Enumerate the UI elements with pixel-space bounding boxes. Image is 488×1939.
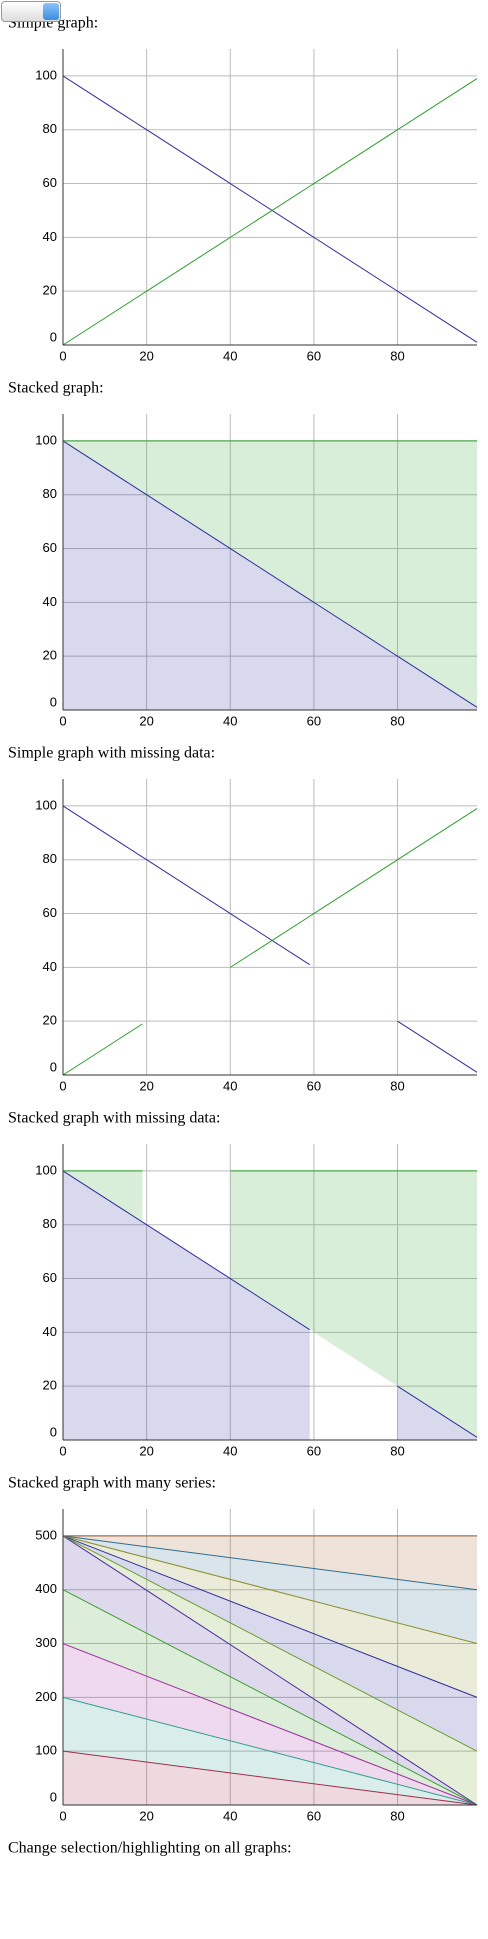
x-tick-label: 20 — [139, 1078, 153, 1093]
line — [62, 805, 478, 1073]
y-tick-label: 0 — [50, 694, 57, 709]
y-tick-label: 100 — [35, 1162, 57, 1177]
area — [63, 1170, 477, 1440]
y-tick-label: 200 — [35, 1689, 57, 1704]
line — [62, 440, 478, 708]
y-tick-label: 100 — [35, 1743, 57, 1758]
y-tick-label: 80 — [43, 121, 57, 136]
chart-title: Stacked graph with many series: — [8, 1475, 216, 1492]
y-tick-label: 20 — [43, 283, 57, 298]
y-tick-label: 0 — [50, 1424, 57, 1439]
y-tick-label: 80 — [43, 1216, 57, 1231]
line — [62, 78, 478, 346]
line — [62, 1535, 478, 1752]
y-tick-label: 0 — [50, 1059, 57, 1074]
line — [62, 1589, 478, 1806]
y-tick-label: 400 — [35, 1581, 57, 1596]
x-tick-label: 60 — [307, 1808, 321, 1823]
x-tick-label: 0 — [59, 1808, 66, 1823]
dropdown-arrow[interactable] — [43, 3, 59, 20]
x-tick-label: 80 — [390, 1078, 404, 1093]
y-tick-label: 60 — [43, 175, 57, 190]
y-tick-label: 60 — [43, 905, 57, 920]
area — [63, 1170, 477, 1438]
line — [62, 75, 478, 343]
y-tick-label: 40 — [43, 594, 57, 609]
x-tick-label: 60 — [307, 348, 321, 363]
x-tick-label: 20 — [139, 1443, 153, 1458]
x-tick-label: 80 — [390, 713, 404, 728]
y-tick-label: 20 — [43, 1378, 57, 1393]
x-tick-label: 60 — [307, 713, 321, 728]
y-tick-label: 100 — [35, 797, 57, 812]
x-tick-label: 40 — [223, 1443, 237, 1458]
x-tick-label: 60 — [307, 1078, 321, 1093]
y-tick-label: 40 — [43, 1324, 57, 1339]
y-tick-label: 100 — [35, 67, 57, 82]
x-tick-label: 20 — [139, 713, 153, 728]
x-tick-label: 0 — [59, 1443, 66, 1458]
y-tick-label: 20 — [43, 1013, 57, 1028]
line — [62, 1535, 478, 1645]
y-tick-label: 40 — [43, 229, 57, 244]
y-tick-label: 60 — [43, 540, 57, 555]
line — [62, 1170, 478, 1438]
y-tick-label: 40 — [43, 959, 57, 974]
y-tick-label: 20 — [43, 648, 57, 663]
line — [62, 1535, 478, 1698]
x-tick-label: 0 — [59, 348, 66, 363]
y-tick-label: 300 — [35, 1635, 57, 1650]
line — [62, 1750, 478, 1806]
line — [62, 1696, 478, 1806]
footer-label: Change selection/highlighting on all gra… — [8, 1840, 292, 1857]
x-tick-label: 40 — [223, 1808, 237, 1823]
y-tick-label: 0 — [50, 1789, 57, 1804]
x-tick-label: 80 — [390, 1443, 404, 1458]
x-tick-label: 20 — [139, 1808, 153, 1823]
y-tick-label: 100 — [35, 432, 57, 447]
x-tick-label: 20 — [139, 348, 153, 363]
x-tick-label: 40 — [223, 713, 237, 728]
line — [62, 1643, 478, 1806]
y-tick-label: 80 — [43, 851, 57, 866]
y-tick-label: 80 — [43, 486, 57, 501]
chart-title: Stacked graph with missing data: — [8, 1110, 220, 1127]
area — [63, 440, 477, 710]
line — [62, 1535, 478, 1806]
dropdown[interactable] — [1, 1, 61, 22]
x-tick-label: 40 — [223, 1078, 237, 1093]
x-tick-label: 80 — [390, 1808, 404, 1823]
line — [62, 808, 478, 1076]
x-tick-label: 0 — [59, 713, 66, 728]
x-tick-label: 80 — [390, 348, 404, 363]
y-tick-label: 0 — [50, 329, 57, 344]
y-tick-label: 500 — [35, 1527, 57, 1542]
x-tick-label: 0 — [59, 1078, 66, 1093]
x-tick-label: 40 — [223, 348, 237, 363]
chart-title: Simple graph with missing data: — [8, 745, 215, 762]
line — [62, 1535, 478, 1591]
x-tick-label: 60 — [307, 1443, 321, 1458]
chart-title: Stacked graph: — [8, 380, 104, 397]
y-tick-label: 60 — [43, 1270, 57, 1285]
